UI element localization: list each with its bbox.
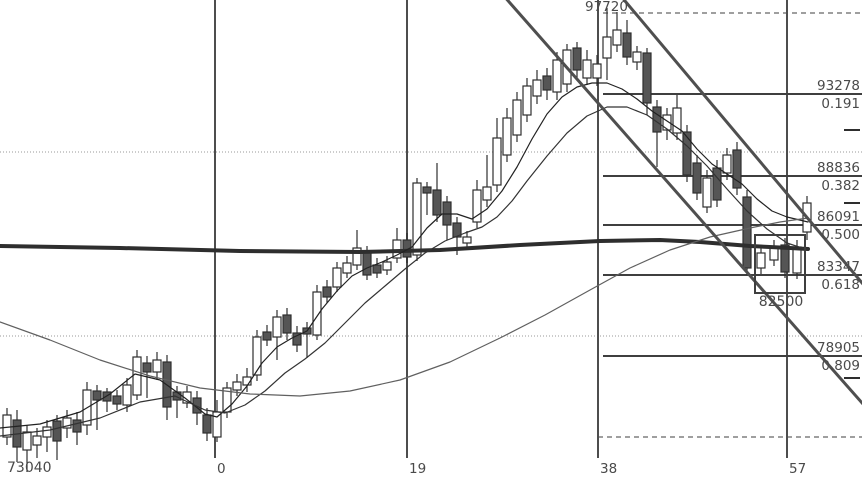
candle-44 <box>442 196 452 240</box>
candle-29 <box>292 326 302 352</box>
candle-32 <box>322 280 332 303</box>
candle-58 <box>582 50 592 85</box>
candle-31 <box>312 285 322 340</box>
fib-ratio-label-0.382: 0.382 <box>821 178 860 194</box>
candle-3 <box>32 428 42 458</box>
channel-line-left[interactable] <box>503 0 862 412</box>
candle-11 <box>112 390 122 410</box>
candle-6 <box>62 410 72 438</box>
ma-medium <box>0 106 809 437</box>
fib-price-label-78905: 78905 <box>817 340 860 356</box>
swing-high-price-label: 97720 <box>585 0 628 15</box>
candle-66 <box>662 108 672 140</box>
candle-0 <box>2 408 12 445</box>
candle-33 <box>332 262 342 292</box>
candle-8 <box>82 382 92 435</box>
candle-25 <box>252 330 262 381</box>
candle-18 <box>182 386 192 408</box>
candle-24 <box>242 368 252 392</box>
candle-50 <box>502 108 512 162</box>
candle-54 <box>542 68 552 100</box>
zone-box[interactable] <box>754 234 806 294</box>
candle-26 <box>262 325 272 346</box>
candle-28 <box>282 308 292 340</box>
candle-4 <box>42 420 52 452</box>
fib-ratio-label-0.191: 0.191 <box>821 96 860 112</box>
candle-10 <box>102 388 112 412</box>
fib-price-label-83347: 83347 <box>817 259 860 275</box>
candle-77 <box>780 238 790 278</box>
ma-slow <box>0 217 809 397</box>
candle-41 <box>412 178 422 261</box>
candle-47 <box>472 180 482 228</box>
fib-ratio-label-0.809: 0.809 <box>821 358 860 374</box>
candle-68 <box>682 125 692 182</box>
candle-69 <box>692 155 702 200</box>
candle-15 <box>152 352 162 380</box>
candle-55 <box>552 52 562 100</box>
candle-65 <box>652 100 662 167</box>
x-axis-label-19: 19 <box>409 461 426 477</box>
candle-37 <box>372 258 382 278</box>
fib-ratio-label-0.618: 0.618 <box>821 277 860 293</box>
candle-59 <box>592 55 602 86</box>
candle-61 <box>612 12 622 52</box>
candle-34 <box>342 256 352 278</box>
candle-63 <box>632 46 642 70</box>
ma-fast <box>0 82 809 429</box>
candle-9 <box>92 385 102 430</box>
candle-43 <box>432 163 442 222</box>
fib-price-label-86091: 86091 <box>817 209 860 225</box>
x-axis-label-57: 57 <box>789 461 806 477</box>
candle-53 <box>532 70 542 104</box>
candle-67 <box>672 95 682 140</box>
zone-box-price-label: 82500 <box>759 294 804 310</box>
candle-62 <box>622 20 632 65</box>
candle-76 <box>769 240 779 266</box>
x-axis-label-0: 0 <box>217 461 226 477</box>
fib-ratio-label-0.500: 0.500 <box>821 227 860 243</box>
candle-64 <box>642 48 652 115</box>
candle-51 <box>512 92 522 142</box>
candle-42 <box>422 182 432 215</box>
channel-line-right[interactable] <box>620 0 862 290</box>
candle-39 <box>392 228 402 263</box>
candle-12 <box>122 378 132 412</box>
candle-60 <box>602 8 612 80</box>
candle-48 <box>482 155 492 207</box>
fib-price-label-88836: 88836 <box>817 160 860 176</box>
candle-5 <box>52 415 62 460</box>
candle-74 <box>742 190 752 275</box>
candle-75 <box>756 246 766 274</box>
candle-52 <box>522 78 532 122</box>
ma-thick <box>0 238 810 254</box>
candle-27 <box>272 310 282 360</box>
candle-7 <box>72 412 82 445</box>
candle-1 <box>12 410 22 462</box>
candle-73 <box>732 142 742 195</box>
x-axis-label-38: 38 <box>600 461 617 477</box>
candle-40 <box>402 233 412 263</box>
candle-70 <box>702 170 712 213</box>
candle-57 <box>572 42 582 78</box>
candle-49 <box>492 118 502 192</box>
fib-price-label-93278: 93278 <box>817 78 860 94</box>
swing-low-price-label: 73040 <box>7 460 52 476</box>
